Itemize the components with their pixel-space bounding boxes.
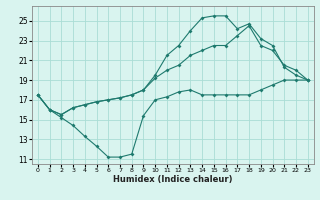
X-axis label: Humidex (Indice chaleur): Humidex (Indice chaleur) [113,175,233,184]
